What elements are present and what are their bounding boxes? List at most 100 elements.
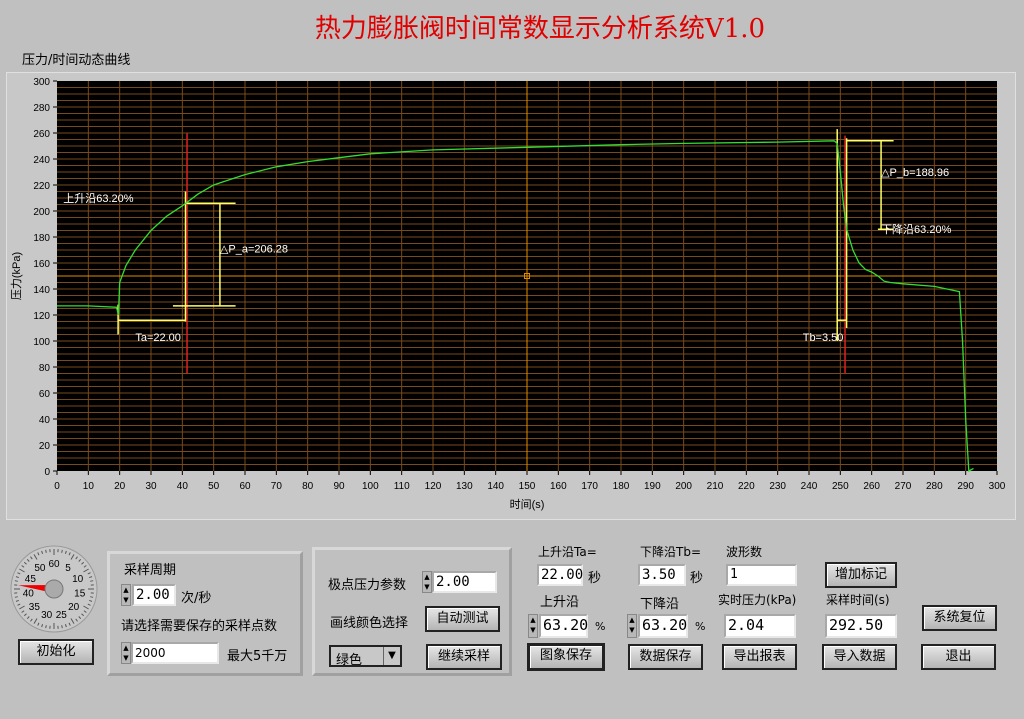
gauge-tick (61, 549, 63, 553)
period-spinner[interactable]: ▲ ▼ (121, 584, 131, 606)
y-tick-label: 280 (33, 103, 50, 114)
gauge-tick (41, 550, 44, 554)
rise-percent-input[interactable]: 63.20 (539, 614, 588, 638)
gauge-tick (78, 558, 82, 562)
y-tick-label: 260 (33, 129, 50, 140)
fall-unit: % (695, 620, 706, 633)
save-data-button[interactable]: 数据保存 (628, 644, 703, 670)
gauge-tick (41, 624, 44, 628)
waveform-count-value: 1 (726, 564, 797, 586)
y-tick-label: 180 (33, 233, 50, 244)
gauge-tick (15, 599, 19, 602)
x-tick-label: 30 (145, 481, 157, 492)
chevron-down-icon: ▼ (383, 647, 400, 665)
gauge-label: 5 (65, 563, 71, 574)
tb-label: 下降沿Tb= (640, 545, 702, 559)
pressure-curve (57, 140, 974, 473)
gauge-tick (17, 603, 21, 606)
y-tick-label: 120 (33, 311, 50, 322)
extreme-pressure-input[interactable]: 2.00 (432, 571, 497, 593)
ta-value: 22.00 (537, 564, 583, 586)
gauge-tick (33, 618, 38, 624)
ta-label: 上升沿Ta= (538, 545, 597, 559)
gauge-label: 30 (41, 610, 53, 621)
gauge-tick (37, 622, 40, 626)
x-tick-label: 140 (487, 481, 504, 492)
gauge-label: 50 (34, 563, 46, 574)
fall-percent-input[interactable]: 63.20 (638, 614, 688, 638)
x-tick-label: 90 (333, 481, 345, 492)
x-tick-label: 100 (362, 481, 379, 492)
line-color-label: 画线颜色选择 (330, 616, 409, 631)
line-color-select[interactable]: 绿色 ▼ (329, 645, 402, 668)
gauge-tick (90, 580, 94, 582)
x-tick-label: 0 (54, 481, 60, 492)
x-tick-label: 210 (707, 481, 724, 492)
export-report-button[interactable]: 导出报表 (722, 644, 797, 670)
gauge-tick (45, 549, 47, 553)
add-marker-button[interactable]: 增加标记 (825, 562, 897, 588)
x-tick-label: 70 (271, 481, 283, 492)
ta-annotation: Ta=22.00 (135, 332, 181, 344)
period-input[interactable]: 2.00 (132, 584, 176, 606)
chart-label: 压力/时间动态曲线 (22, 53, 131, 68)
y-tick-label: 300 (33, 77, 50, 88)
ta-unit: 秒 (588, 571, 602, 586)
rise-spinner[interactable]: ▲ ▼ (528, 614, 538, 638)
points-label: 请选择需要保存的采样点数 (121, 619, 278, 634)
pressure-time-chart[interactable]: 0 10 20 30 40 50 60 70 80 90 100 110 120 130 140 150 160… (0, 0, 1024, 530)
gauge-tick (70, 554, 75, 560)
x-tick-label: 290 (957, 481, 974, 492)
extreme-spinner[interactable]: ▲ ▼ (422, 571, 432, 593)
x-tick-label: 180 (613, 481, 630, 492)
x-tick-label: 10 (83, 481, 95, 492)
x-tick-label: 250 (832, 481, 849, 492)
gauge-label: 35 (29, 602, 41, 613)
realtime-pressure-value: 2.04 (724, 614, 796, 638)
y-tick-label: 40 (39, 415, 51, 426)
tb-unit: 秒 (690, 571, 704, 586)
gauge-tick (83, 605, 89, 610)
gauge-hub (44, 579, 64, 599)
tb-annotation: Tb=3.50 (803, 332, 844, 344)
gauge-tick (83, 565, 87, 568)
gauge-tick (89, 599, 93, 602)
y-tick-label: 60 (39, 389, 51, 400)
x-tick-label: 130 (456, 481, 473, 492)
gauge-tick (78, 616, 82, 620)
points-spinner[interactable]: ▲ ▼ (121, 642, 131, 664)
system-reset-button[interactable]: 系统复位 (922, 605, 997, 631)
line-color-value: 绿色 (336, 653, 363, 668)
gauge-label: 40 (23, 589, 35, 600)
gauge-tick (45, 625, 47, 629)
continue-sampling-button[interactable]: 继续采样 (426, 644, 502, 670)
dpb-annotation: △P_b=188.96 (881, 167, 949, 179)
save-image-button[interactable]: 图象保存 (527, 643, 605, 671)
gauge-label: 45 (25, 574, 37, 585)
gauge-tick (15, 576, 19, 579)
x-tick-label: 270 (895, 481, 912, 492)
gauge-label: 15 (74, 589, 86, 600)
gauge-tick (23, 613, 27, 617)
x-tick-label: 80 (302, 481, 314, 492)
x-axis-label: 时间(s) (510, 498, 545, 511)
gauge-tick (30, 618, 33, 622)
x-tick-label: 50 (208, 481, 220, 492)
gauge-tick (68, 622, 71, 626)
y-tick-label: 0 (44, 467, 50, 478)
auto-test-button[interactable]: 自动测试 (425, 606, 500, 632)
points-input[interactable]: 2000 (131, 642, 219, 664)
gauge-tick (23, 561, 27, 565)
gauge-tick (17, 572, 21, 575)
fall-spinner[interactable]: ▲ ▼ (627, 614, 637, 638)
gauge-tick (87, 572, 91, 575)
y-tick-label: 160 (33, 259, 50, 270)
x-tick-label: 110 (394, 481, 410, 492)
y-tick-label: 240 (33, 155, 50, 166)
exit-button[interactable]: 退出 (921, 644, 996, 670)
init-button[interactable]: 初始化 (18, 639, 94, 665)
gauge-tick (19, 568, 25, 573)
x-tick-label: 160 (550, 481, 567, 492)
import-data-button[interactable]: 导入数据 (822, 644, 897, 670)
